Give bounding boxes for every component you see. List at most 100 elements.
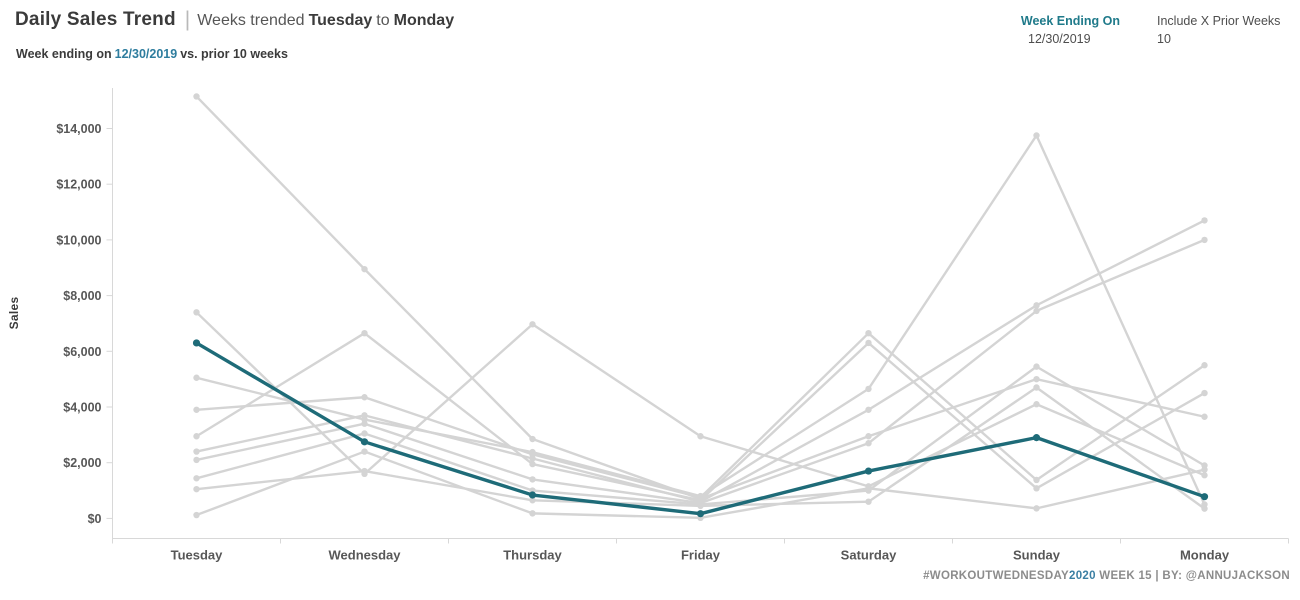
x-axis-label: Wednesday bbox=[328, 548, 401, 563]
y-axis-tick-label: $10,000 bbox=[56, 233, 101, 247]
prior-week-point[interactable] bbox=[361, 420, 368, 427]
tagline-lead: Weeks trended bbox=[197, 12, 305, 29]
prior-week-point[interactable] bbox=[193, 433, 200, 440]
current-week-point[interactable] bbox=[192, 339, 201, 347]
current-week-point[interactable] bbox=[1032, 434, 1041, 442]
prior-week-point[interactable] bbox=[193, 309, 200, 316]
prior-week-point[interactable] bbox=[361, 412, 368, 419]
prior-week-point[interactable] bbox=[361, 394, 368, 401]
prior-week-point[interactable] bbox=[865, 406, 872, 413]
prior-week-point[interactable] bbox=[865, 385, 872, 393]
subtitle-date: 12/30/2019 bbox=[114, 47, 178, 61]
prior-week-point[interactable] bbox=[361, 329, 368, 337]
footer-year: 2020 bbox=[1069, 570, 1096, 582]
parameter-prior-weeks-label: Include X Prior Weeks bbox=[1157, 14, 1281, 28]
y-axis-tick-label: $2,000 bbox=[63, 456, 101, 470]
prior-week-point[interactable] bbox=[193, 374, 200, 381]
tagline-start-day: Tuesday bbox=[308, 12, 373, 29]
footer-hashtag: #WORKOUTWEDNESDAY bbox=[923, 570, 1069, 582]
prior-week-point[interactable] bbox=[1033, 476, 1040, 484]
prior-week-point[interactable] bbox=[529, 460, 536, 468]
page-title: Daily Sales Trend | Weeks trended Tuesday to… bbox=[15, 8, 458, 32]
footer-credit: WEEK 15 | BY: @ANNUJACKSON bbox=[1095, 570, 1290, 582]
prior-week-point[interactable] bbox=[1201, 505, 1208, 512]
parameter-week-ending-on: Week Ending On 12/30/2019 bbox=[1008, 12, 1120, 48]
prior-week-point[interactable] bbox=[193, 93, 200, 100]
prior-week-point[interactable] bbox=[865, 433, 872, 440]
prior-week-point[interactable] bbox=[1033, 375, 1040, 383]
current-week-point[interactable] bbox=[696, 510, 705, 518]
current-week-point[interactable] bbox=[864, 467, 873, 475]
prior-week-point[interactable] bbox=[1201, 466, 1208, 473]
prior-week-point[interactable] bbox=[529, 321, 536, 328]
parameter-week-ending-value[interactable]: 12/30/2019 bbox=[1028, 32, 1091, 46]
prior-week-point[interactable] bbox=[1201, 362, 1208, 369]
tagline-joiner: to bbox=[376, 12, 390, 29]
prior-week-point[interactable] bbox=[865, 498, 872, 505]
x-axis-label: Friday bbox=[681, 548, 721, 563]
current-week-point[interactable] bbox=[360, 438, 369, 446]
sales-line-prior-week[interactable] bbox=[195, 134, 1206, 506]
prior-week-point[interactable] bbox=[1033, 505, 1040, 512]
prior-week-point[interactable] bbox=[529, 435, 536, 443]
prior-week-point[interactable] bbox=[697, 502, 704, 510]
x-axis-label: Thursday bbox=[503, 548, 562, 563]
parameter-include-prior-weeks: Include X Prior Weeks 10 bbox=[1157, 12, 1289, 48]
tagline-end-day: Monday bbox=[393, 12, 455, 29]
prior-week-point[interactable] bbox=[193, 511, 200, 519]
prior-week-point[interactable] bbox=[193, 475, 200, 482]
parameter-week-ending-label: Week Ending On bbox=[1020, 14, 1120, 28]
prior-week-point[interactable] bbox=[1201, 389, 1208, 397]
prior-week-point[interactable] bbox=[1033, 307, 1040, 315]
prior-week-point[interactable] bbox=[193, 448, 200, 455]
x-axis-label: Monday bbox=[1180, 548, 1230, 563]
prior-week-point[interactable] bbox=[361, 448, 368, 455]
y-axis-tick-label: $4,000 bbox=[63, 401, 101, 415]
prior-week-point[interactable] bbox=[1201, 413, 1208, 420]
prior-week-point[interactable] bbox=[529, 497, 536, 504]
prior-week-point[interactable] bbox=[865, 329, 872, 337]
prior-week-point[interactable] bbox=[1033, 485, 1040, 492]
x-axis-label: Sunday bbox=[1013, 548, 1061, 563]
prior-week-point[interactable] bbox=[1201, 472, 1208, 479]
current-week-point[interactable] bbox=[1200, 493, 1209, 501]
y-axis-tick-label: $12,000 bbox=[56, 178, 101, 192]
sales-line-prior-week[interactable] bbox=[195, 386, 1206, 510]
prior-week-point[interactable] bbox=[361, 467, 368, 475]
title-tagline: Weeks trended Tuesday to Monday bbox=[197, 12, 458, 29]
prior-week-point[interactable] bbox=[361, 430, 368, 437]
current-week-point[interactable] bbox=[528, 491, 537, 499]
sales-line-prior-week[interactable] bbox=[195, 219, 1206, 503]
prior-week-point[interactable] bbox=[193, 456, 200, 464]
prior-week-point[interactable] bbox=[865, 339, 872, 347]
prior-week-point[interactable] bbox=[1201, 236, 1208, 244]
prior-week-point[interactable] bbox=[193, 406, 200, 413]
prior-week-point[interactable] bbox=[1033, 384, 1040, 391]
prior-week-point[interactable] bbox=[1201, 217, 1208, 224]
sales-line-prior-week[interactable] bbox=[195, 238, 1206, 505]
y-axis-tick-label: $14,000 bbox=[56, 122, 101, 136]
parameter-prior-weeks-value[interactable]: 10 bbox=[1157, 32, 1171, 46]
y-axis-tick-label: $0 bbox=[88, 512, 102, 526]
x-axis-label: Saturday bbox=[841, 548, 897, 563]
prior-week-point[interactable] bbox=[193, 485, 200, 493]
attribution-footer: #WORKOUTWEDNESDAY2020 WEEK 15 | BY: @ANN… bbox=[923, 570, 1290, 582]
prior-week-point[interactable] bbox=[529, 510, 536, 517]
y-axis-tick-label: $6,000 bbox=[63, 345, 101, 359]
prior-week-point[interactable] bbox=[529, 476, 536, 483]
prior-week-point[interactable] bbox=[1033, 302, 1040, 309]
prior-week-point[interactable] bbox=[529, 455, 536, 462]
sales-line-prior-week[interactable] bbox=[195, 331, 1206, 502]
chart-subtitle: Week ending on 12/30/2019 vs. prior 10 wee… bbox=[16, 47, 291, 61]
subtitle-tail: vs. prior 10 weeks bbox=[180, 47, 288, 61]
prior-week-point[interactable] bbox=[1033, 401, 1040, 408]
prior-week-point[interactable] bbox=[865, 440, 872, 447]
title-main: Daily Sales Trend bbox=[15, 9, 176, 30]
prior-week-point[interactable] bbox=[1033, 363, 1040, 370]
prior-week-point[interactable] bbox=[697, 433, 704, 440]
prior-week-point[interactable] bbox=[361, 265, 368, 273]
prior-week-point[interactable] bbox=[865, 485, 872, 492]
prior-week-point[interactable] bbox=[1033, 132, 1040, 139]
